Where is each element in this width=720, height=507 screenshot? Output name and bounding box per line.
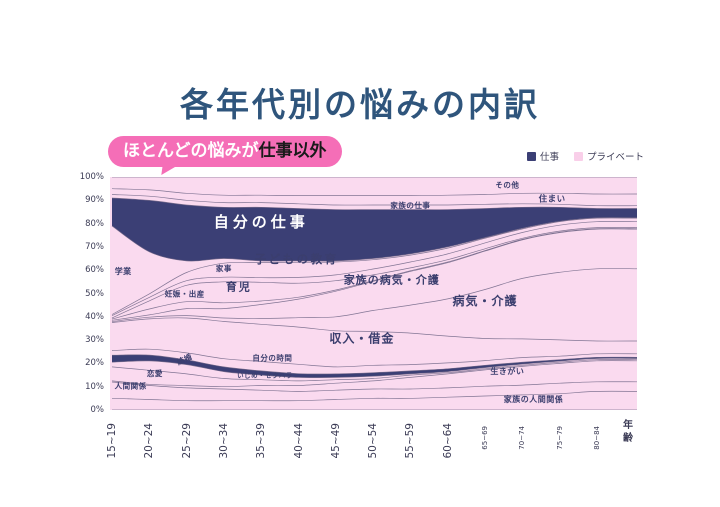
x-tick-65~69: 65~69 (481, 417, 505, 450)
band-label-5: 自分の仕事 (214, 213, 309, 231)
band-label-16: 家族の仕事 (390, 200, 430, 210)
x-tick-30~34: 30~34 (218, 417, 254, 459)
band-boundary (111, 360, 638, 388)
band-boundary (111, 317, 638, 342)
chart-legend: 仕事 プライベート (527, 149, 644, 163)
band-label-0: 学業 (115, 266, 132, 276)
x-tick-40~44: 40~44 (293, 417, 329, 459)
x-tick-label: 15~19 (106, 423, 118, 459)
y-tick-30%: 30% (85, 335, 104, 346)
band-label-13: 人間関係 (115, 381, 147, 391)
y-tick-40%: 40% (85, 311, 104, 322)
band-label-15: 家族の人間関係 (504, 394, 564, 404)
band-自分の仕事 (112, 198, 637, 262)
band-label-14: 生きがい (490, 366, 524, 376)
legend-item-work: 仕事 (527, 149, 559, 163)
band-label-7: 病気・介護 (452, 293, 517, 308)
x-tick-label: 80~84 (592, 426, 601, 450)
x-tick-80~84: 80~84 (593, 417, 617, 450)
band-boundary (111, 217, 638, 262)
page-title: 各年代別の悩みの内訳 (180, 85, 540, 125)
band-label-12: 恋愛 (147, 368, 163, 378)
x-tick-20~24: 20~24 (143, 417, 179, 459)
legend-swatch-work (527, 151, 536, 161)
band-label-1: 妊娠・出産 (165, 289, 205, 299)
x-tick-label: 60~64 (441, 423, 454, 459)
x-tick-55~59: 55~59 (404, 417, 440, 459)
x-tick-label: 30~34 (217, 423, 230, 459)
x-tick-60~64: 60~64 (442, 417, 478, 459)
y-tick-0%: 0% (90, 405, 105, 415)
band-boundary (111, 217, 638, 315)
x-tick-45~49: 45~49 (330, 417, 366, 459)
legend-label-work: 仕事 (540, 152, 560, 163)
x-tick-label: 45~49 (329, 423, 342, 459)
x-tick-75~79: 75~79 (556, 417, 580, 450)
y-tick-90%: 90% (85, 195, 104, 206)
band-boundary (111, 194, 638, 207)
x-tick-label: 65~69 (481, 426, 489, 450)
y-tick-50%: 50% (85, 288, 104, 299)
x-tick-label: 70~74 (518, 426, 527, 450)
band-boundary (111, 390, 638, 402)
x-tick-label: 25~29 (180, 423, 193, 459)
band-label-3: 育児 (226, 280, 252, 294)
x-tick-25~29: 25~29 (181, 417, 217, 459)
x-tick-label: 35~39 (255, 423, 268, 459)
band-boundary (111, 359, 638, 382)
band-label-2: 家事 (216, 263, 232, 273)
y-tick-60%: 60% (85, 265, 104, 276)
y-tick-10%: 10% (85, 381, 104, 392)
band-boundary (111, 188, 638, 196)
band-label-4: 子どもの教育 (255, 252, 339, 266)
x-tick-label: 40~44 (292, 423, 305, 459)
band-boundary (111, 197, 638, 211)
band-boundary (111, 354, 638, 375)
callout-tail (161, 164, 177, 177)
band-boundary (111, 268, 638, 322)
y-tick-80%: 80% (85, 218, 104, 229)
band-boundary (111, 348, 638, 368)
band-label-8: 収入・借金 (329, 330, 394, 345)
x-tick-label: 20~24 (143, 423, 156, 459)
band-label-9: 自分の時間 (252, 353, 292, 363)
y-tick-70%: 70% (85, 241, 104, 252)
legend-swatch-private (574, 151, 584, 161)
x-axis-title: 年齢 (623, 420, 633, 444)
x-tick-35~39: 35~39 (255, 417, 291, 459)
y-tick-100%: 100% (79, 172, 104, 182)
legend-label-private: プライベート (587, 152, 645, 163)
x-tick-label: 50~54 (367, 423, 380, 459)
callout-emphasis-text: 仕事以外 (258, 141, 327, 161)
band-boundary (111, 228, 638, 320)
x-tick-label: 55~59 (404, 423, 417, 459)
y-tick-20%: 20% (85, 358, 104, 369)
x-tick-50~54: 50~54 (367, 417, 403, 459)
x-tick-70~74: 70~74 (518, 417, 542, 450)
x-tick-label: 75~79 (555, 426, 564, 450)
callout-highlight-text: ほとんどの悩みが (123, 141, 259, 161)
band-label-6: 家族の病気・介護 (344, 273, 440, 287)
band-boundary (111, 228, 638, 321)
band-boundary (111, 381, 638, 392)
band-label-17: 住まい (539, 194, 566, 205)
band-boundary (111, 221, 638, 316)
callout-badge: ほとんどの悩みが仕事以外 (108, 136, 342, 177)
band-label-10: いじめ・セクハラ (237, 371, 293, 380)
streamgraph-plot-area: 学業妊娠・出産 家事育児 子どもの教育 自分の仕事家族の病気・介護 病気・介護収入・借金… (110, 176, 638, 411)
band-boundary (111, 226, 638, 319)
band-label-18: その他 (495, 180, 519, 190)
legend-item-private: プライベート (574, 149, 644, 163)
x-tick-15~19: 15~19 (106, 417, 142, 459)
band-いじめ・セクハラ (112, 354, 637, 378)
band-boundary (111, 357, 638, 378)
